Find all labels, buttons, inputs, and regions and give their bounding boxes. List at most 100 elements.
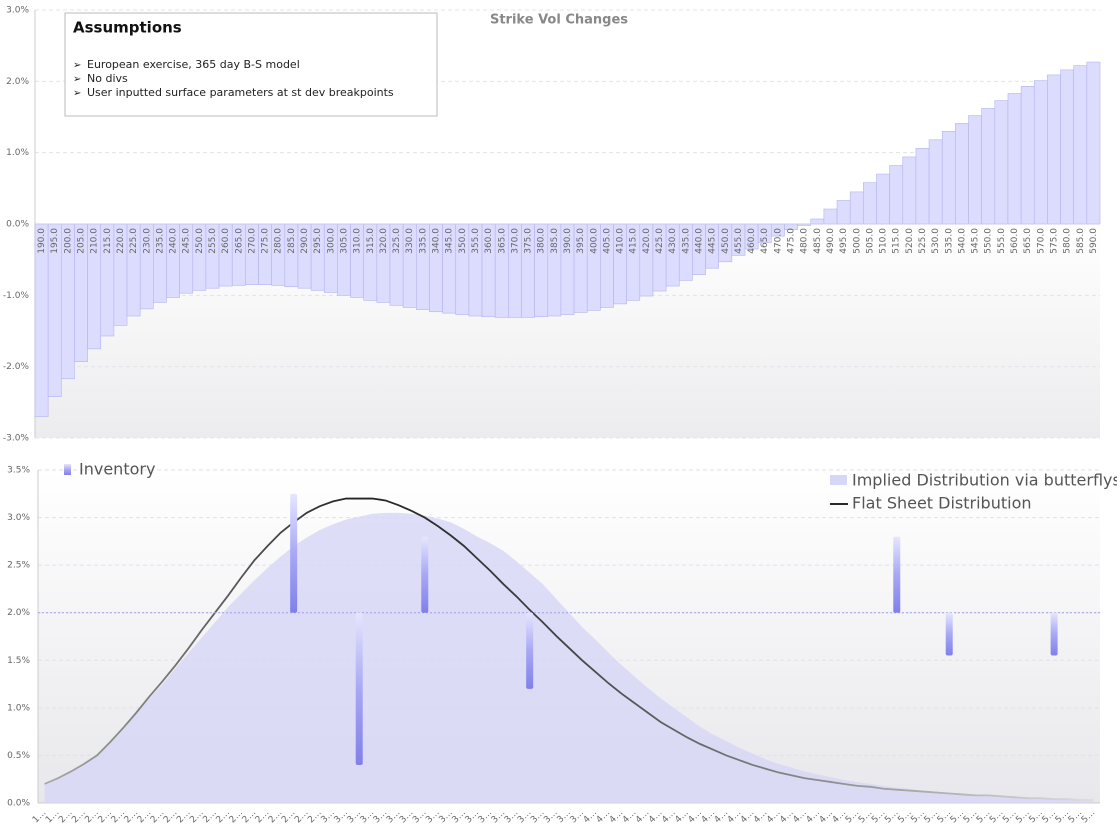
x-tick-label: 380.0	[537, 228, 547, 254]
inventory-bar	[1050, 612, 1058, 656]
x-tick-label: 370.0	[510, 228, 520, 254]
x-tick-label: 430.0	[668, 228, 678, 254]
x-tick-label: 225.0	[129, 228, 139, 254]
bar	[849, 191, 864, 225]
x-tick-label: 585.0	[1076, 228, 1086, 254]
x-tick-label: 445.0	[708, 228, 718, 254]
bar	[1086, 61, 1101, 225]
x-tick-label: 345.0	[445, 228, 455, 254]
x-tick-label: 385.0	[550, 228, 560, 254]
y-tick-label: 2.5%	[7, 561, 30, 571]
x-tick-label: 535.0	[944, 228, 954, 254]
x-tick-label: 500.0	[852, 228, 862, 254]
x-tick-label: 510.0	[879, 228, 889, 254]
x-tick-label: 210.0	[90, 228, 100, 254]
x-tick-label: 310.0	[353, 228, 363, 254]
inventory-bar	[355, 612, 363, 765]
x-tick-label: 265.0	[234, 228, 244, 254]
legend-swatch	[64, 464, 71, 475]
bar	[1020, 86, 1035, 225]
legend-label: Inventory	[79, 460, 155, 479]
x-tick-label: 395.0	[576, 228, 586, 254]
x-tick-label: 285.0	[287, 228, 297, 254]
x-tick-label: 480.0	[800, 228, 810, 254]
bar	[981, 108, 996, 225]
x-tick-label: 365.0	[497, 228, 507, 254]
y-tick-label: 1.0%	[7, 703, 30, 713]
x-tick-label: 200.0	[63, 228, 73, 254]
x-tick-label: 515.0	[892, 228, 902, 254]
y-tick-label: 1.0%	[6, 148, 29, 158]
inventory-bar	[893, 536, 901, 613]
x-tick-label: 460.0	[747, 228, 757, 254]
inventory-bar	[421, 536, 429, 613]
bar	[968, 115, 982, 225]
bar	[994, 100, 1009, 225]
x-tick-label: 215.0	[103, 228, 113, 254]
x-tick-label: 555.0	[997, 228, 1007, 254]
bar	[915, 148, 930, 225]
x-tick-label: 190.0	[37, 228, 47, 254]
x-tick-label: 235.0	[155, 228, 165, 254]
bar	[836, 200, 851, 225]
x-tick-label: 405.0	[602, 228, 612, 254]
x-tick-label: 505.0	[865, 228, 875, 254]
inventory-bar	[526, 612, 534, 689]
x-tick-label: 520.0	[905, 228, 915, 254]
x-tick-label: 355.0	[471, 228, 481, 254]
x-tick-label: 335.0	[418, 228, 428, 254]
line	[44, 497, 1094, 802]
bullet: ➢	[73, 74, 81, 85]
x-tick-label: 545.0	[971, 228, 981, 254]
y-tick-label: -1.0%	[3, 291, 30, 301]
x-tick-label: 330.0	[405, 228, 415, 254]
x-tick-label: 415.0	[629, 228, 639, 254]
y-tick-label: 2.0%	[7, 608, 30, 618]
bullet: ➢	[73, 88, 81, 99]
bar	[941, 130, 956, 225]
annotation-item: European exercise, 365 day B-S model	[87, 58, 300, 71]
legend-label: Implied Distribution via butterflys	[852, 471, 1117, 490]
annotation-item: User inputted surface parameters at st d…	[87, 86, 394, 99]
legend-swatch	[830, 475, 847, 485]
x-tick-label: 425.0	[655, 228, 665, 254]
y-tick-label: 3.0%	[6, 6, 29, 16]
x-tick-label: 490.0	[826, 228, 836, 254]
x-tick-label: 230.0	[142, 228, 152, 254]
x-tick-label: 240.0	[169, 228, 179, 254]
x-tick-label: 550.0	[984, 228, 994, 254]
x-tick-label: 270.0	[247, 228, 257, 254]
x-tick-label: 375.0	[524, 228, 534, 254]
x-tick-label: 260.0	[221, 228, 231, 254]
x-tick-label: 255.0	[208, 228, 218, 254]
x-tick-label: 275.0	[261, 228, 271, 254]
x-tick-label: 360.0	[484, 228, 494, 254]
x-tick-label: 280.0	[274, 228, 284, 254]
bar	[876, 173, 890, 225]
x-tick-label: 350.0	[458, 228, 468, 254]
x-tick-label: 465.0	[760, 228, 770, 254]
bar	[902, 156, 917, 225]
y-tick-label: 3.5%	[7, 466, 30, 476]
bar	[928, 139, 943, 225]
bar	[1047, 74, 1061, 225]
x-tick-label: 420.0	[642, 228, 652, 254]
bar	[823, 208, 838, 225]
bar	[1007, 93, 1022, 225]
x-tick-label: 320.0	[379, 228, 389, 254]
x-tick-label: 300.0	[326, 228, 336, 254]
bar	[1073, 65, 1088, 225]
x-tick-label: 315.0	[366, 228, 376, 254]
x-tick-label: 455.0	[734, 228, 744, 254]
x-tick-label: 325.0	[392, 228, 402, 254]
x-tick-label: 540.0	[957, 228, 967, 254]
x-tick-label: 570.0	[1036, 228, 1046, 254]
x-tick-label: 450.0	[721, 228, 731, 254]
chart-title: Strike Vol Changes	[490, 13, 628, 28]
x-tick-label: 295.0	[313, 228, 323, 254]
inventory-bar	[290, 493, 298, 613]
x-tick-label: 250.0	[195, 228, 205, 254]
x-tick-label: 560.0	[1010, 228, 1020, 254]
x-tick-label: 525.0	[918, 228, 928, 254]
